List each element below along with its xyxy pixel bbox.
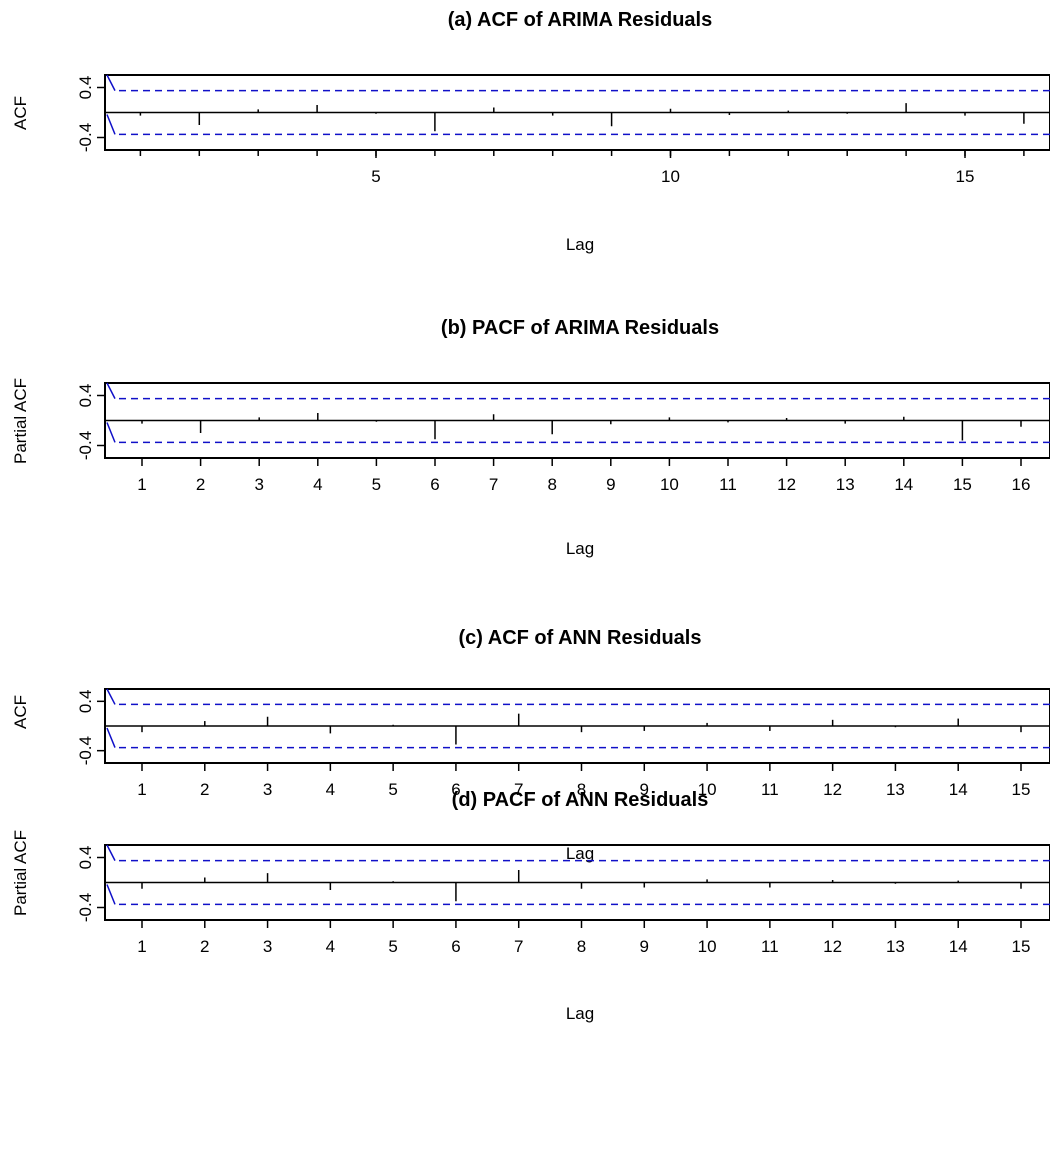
panel-b-x-axis-label: Lag — [566, 539, 594, 558]
panel-c-title: (c) ACF of ANN Residuals — [459, 627, 702, 649]
upper-bound-lead — [106, 74, 116, 91]
x-tick-label: 4 — [313, 475, 322, 494]
x-tick-label: 8 — [547, 475, 556, 494]
x-tick-label: 3 — [263, 937, 272, 956]
x-tick-label: 12 — [823, 780, 842, 799]
upper-bound-lead — [106, 688, 116, 705]
x-tick-label: 8 — [577, 937, 586, 956]
x-tick-label: 14 — [949, 780, 968, 799]
x-tick-label: 9 — [640, 780, 649, 799]
y-tick-label: -0.4 — [76, 431, 95, 460]
x-tick-label: 1 — [137, 937, 146, 956]
x-tick-label: 5 — [371, 167, 380, 186]
panel-b-y-axis-label: Partial ACF — [11, 378, 30, 464]
x-tick-label: 10 — [660, 475, 679, 494]
x-tick-label: 9 — [640, 937, 649, 956]
y-tick-label: 0.4 — [76, 76, 95, 100]
x-tick-label: 10 — [661, 167, 680, 186]
lower-bound-lead — [106, 114, 116, 135]
x-tick-label: 6 — [451, 937, 460, 956]
x-tick-label: 1 — [137, 475, 146, 494]
x-tick-label: 15 — [1012, 937, 1031, 956]
x-tick-label: 3 — [263, 780, 272, 799]
x-tick-label: 7 — [489, 475, 498, 494]
x-tick-label: 15 — [953, 475, 972, 494]
panel-c-x-axis-label: Lag — [566, 844, 594, 863]
x-tick-label: 12 — [777, 475, 796, 494]
x-tick-label: 14 — [949, 937, 968, 956]
x-tick-label: 11 — [761, 937, 779, 956]
x-tick-label: 14 — [894, 475, 913, 494]
upper-bound-lead — [106, 844, 116, 861]
x-tick-label: 11 — [719, 475, 737, 494]
panel-a-y-axis-label: ACF — [11, 96, 30, 130]
x-tick-label: 15 — [1012, 780, 1031, 799]
x-tick-label: 7 — [514, 937, 523, 956]
panel-b-plot: 1 2 3 4 5 6 7 8 9 10 11 12 13 14 15 160.4-0.4 — [76, 382, 1050, 494]
y-tick-label: -0.4 — [76, 736, 95, 765]
x-tick-label: 6 — [451, 780, 460, 799]
y-tick-label: 0.4 — [76, 384, 95, 408]
x-tick-label: 1 — [137, 780, 146, 799]
lower-bound-lead — [106, 884, 116, 905]
panel-b-title: (b) PACF of ARIMA Residuals — [441, 317, 719, 339]
panel-d-title: (d) PACF of ANN Residuals — [452, 789, 709, 811]
panel-a-plot: 5 10 15 0.4 -0.4 — [76, 74, 1050, 186]
x-tick-label: 13 — [886, 937, 905, 956]
panel-a-x-axis-label: Lag — [566, 235, 594, 254]
lower-bound-lead — [106, 727, 116, 748]
x-tick-label: 5 — [388, 937, 397, 956]
panel-c-y-axis-label: ACF — [11, 695, 30, 729]
x-tick-label: 2 — [200, 937, 209, 956]
y-tick-label: 0.4 — [76, 690, 95, 714]
panel-d-plot: 1 2 3 4 5 6 7 8 9 10 11 12 13 14 150.4-0.4 — [76, 844, 1050, 956]
y-tick-label: -0.4 — [76, 893, 95, 922]
y-tick-label: -0.4 — [76, 123, 95, 152]
panel-a-title: (a) ACF of ARIMA Residuals — [448, 9, 712, 31]
x-tick-label: 7 — [514, 780, 523, 799]
x-tick-label: 3 — [254, 475, 263, 494]
panel-c-plot: 1 2 3 4 5 6 7 8 9 10 11 12 13 14 150.4-0.4 — [76, 688, 1050, 799]
x-tick-label: 5 — [372, 475, 381, 494]
x-tick-label: 2 — [200, 780, 209, 799]
x-tick-label: 16 — [1012, 475, 1031, 494]
panel-d-y-axis-label: Partial ACF — [11, 830, 30, 916]
x-tick-label: 4 — [326, 937, 335, 956]
panel-a: (a) ACF of ARIMA Residuals ACF 5 10 15 0.4 -… — [11, 9, 1050, 254]
x-tick-label: 6 — [430, 475, 439, 494]
lower-bound-lead — [106, 422, 116, 443]
x-tick-label: 8 — [577, 780, 586, 799]
x-tick-label: 13 — [836, 475, 855, 494]
x-tick-label: 9 — [606, 475, 615, 494]
x-tick-label: 12 — [823, 937, 842, 956]
x-tick-label: 4 — [326, 780, 335, 799]
x-tick-label: 13 — [886, 780, 905, 799]
x-tick-label: 2 — [196, 475, 205, 494]
x-tick-label: 15 — [956, 167, 975, 186]
x-tick-label: 10 — [698, 780, 717, 799]
x-tick-label: 10 — [698, 937, 717, 956]
x-tick-label: 11 — [761, 780, 779, 799]
panel-c: (c) ACF of ANN Residuals ACF 1 2 3 4 5 6 7 8 9 10… — [11, 627, 1050, 863]
y-tick-label: 0.4 — [76, 846, 95, 870]
panel-b: (b) PACF of ARIMA Residuals Partial ACF … — [11, 317, 1050, 558]
upper-bound-lead — [106, 382, 116, 399]
x-tick-label: 5 — [388, 780, 397, 799]
panel-d-x-axis-label: Lag — [566, 1004, 594, 1023]
